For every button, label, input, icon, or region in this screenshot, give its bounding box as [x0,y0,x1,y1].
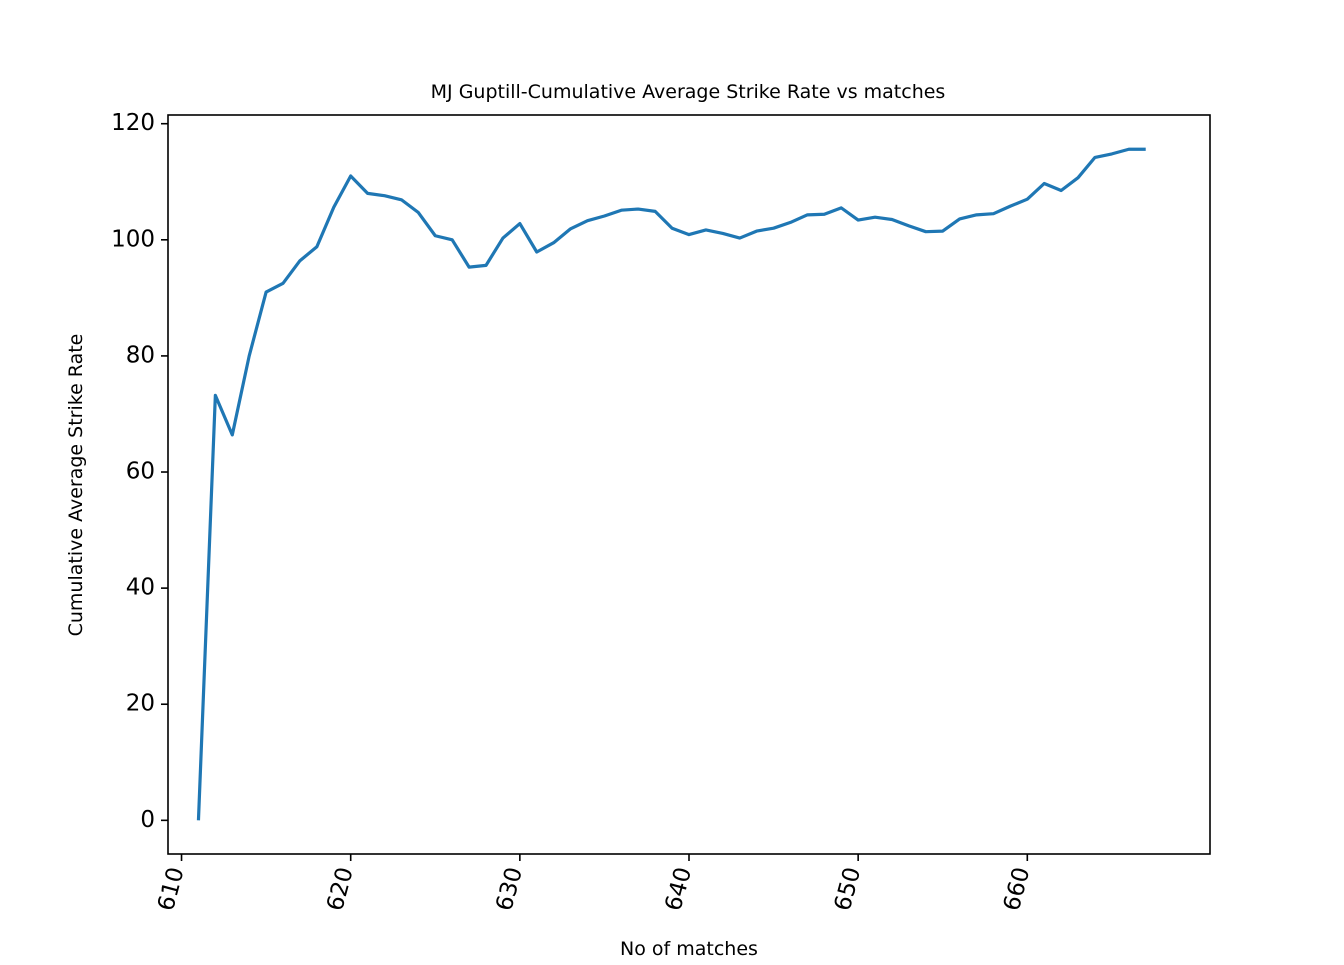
x-tick-label: 650 [830,865,866,914]
x-tick-label: 610 [153,865,189,914]
y-tick-label: 20 [126,691,155,717]
y-tick-label: 120 [111,110,155,136]
x-tick-label: 620 [322,865,358,914]
x-tick-label: 630 [491,865,527,914]
x-axis-ticks: 610 620 630 640 650 660 [153,854,1035,914]
y-tick-label: 60 [126,459,155,485]
x-tick-label: 640 [661,865,697,914]
y-tick-label: 100 [111,226,155,252]
x-axis-label: No of matches [620,938,758,960]
y-tick-label: 80 [126,342,155,368]
series-layer [196,147,1146,821]
y-axis-ticks: 0 20 40 60 80 100 120 [111,110,168,833]
y-tick-label: 0 [140,807,155,833]
x-tick-label: 660 [999,865,1035,914]
chart-title: MJ Guptill-Cumulative Average Strike Rat… [431,81,946,103]
series-line-0 [196,147,1146,821]
y-axis-label: Cumulative Average Strike Rate [65,334,87,637]
y-tick-label: 40 [126,575,155,601]
